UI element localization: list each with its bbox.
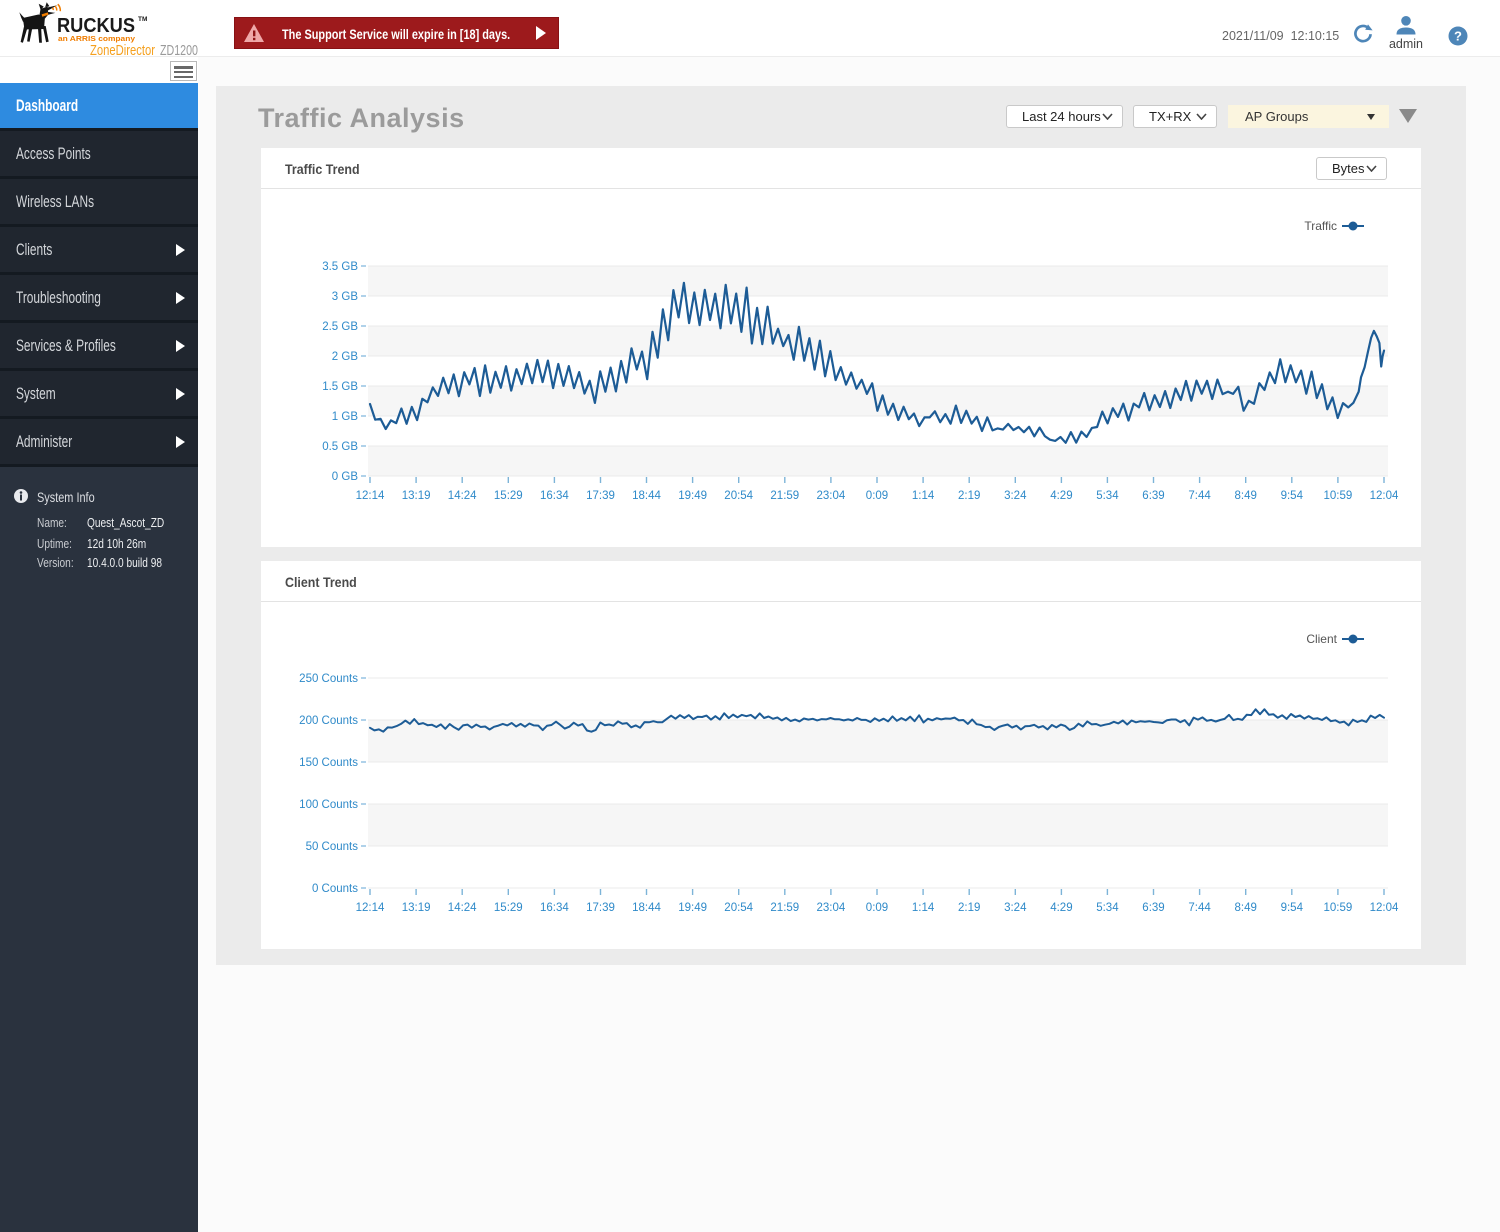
- svg-text:8:49: 8:49: [1235, 902, 1257, 914]
- svg-text:20:54: 20:54: [724, 902, 753, 914]
- svg-text:16:34: 16:34: [540, 902, 569, 914]
- svg-text:5:34: 5:34: [1096, 490, 1119, 502]
- svg-text:4:29: 4:29: [1050, 490, 1072, 502]
- svg-text:23:04: 23:04: [817, 490, 846, 502]
- svg-text:150 Counts: 150 Counts: [299, 757, 358, 769]
- svg-text:12:04: 12:04: [1370, 902, 1399, 914]
- svg-text:23:04: 23:04: [817, 902, 846, 914]
- svg-text:17:39: 17:39: [586, 902, 615, 914]
- svg-text:3:24: 3:24: [1004, 902, 1027, 914]
- svg-text:250 Counts: 250 Counts: [299, 673, 358, 685]
- svg-text:RUCKUS: RUCKUS: [57, 15, 135, 37]
- svg-text:0:09: 0:09: [866, 902, 888, 914]
- svg-text:18:44: 18:44: [632, 902, 661, 914]
- svg-text:15:29: 15:29: [494, 902, 523, 914]
- svg-text:0:09: 0:09: [866, 490, 888, 502]
- svg-text:3 GB: 3 GB: [332, 291, 359, 303]
- svg-text:13:19: 13:19: [402, 902, 431, 914]
- svg-text:4:29: 4:29: [1050, 902, 1072, 914]
- svg-text:ZD1200: ZD1200: [160, 42, 198, 57]
- svg-text:12:14: 12:14: [356, 902, 385, 914]
- svg-text:12:14: 12:14: [356, 490, 385, 502]
- svg-text:18:44: 18:44: [632, 490, 661, 502]
- svg-text:9:54: 9:54: [1281, 902, 1304, 914]
- svg-text:16:34: 16:34: [540, 490, 569, 502]
- svg-text:200 Counts: 200 Counts: [299, 715, 358, 727]
- svg-text:21:59: 21:59: [770, 902, 799, 914]
- svg-text:50 Counts: 50 Counts: [306, 841, 359, 853]
- svg-text:2:19: 2:19: [958, 490, 980, 502]
- svg-text:3:24: 3:24: [1004, 490, 1027, 502]
- svg-text:0 GB: 0 GB: [332, 471, 359, 483]
- svg-text:0.5 GB: 0.5 GB: [322, 441, 358, 453]
- svg-text:12:04: 12:04: [1370, 490, 1399, 502]
- svg-text:7:44: 7:44: [1188, 490, 1211, 502]
- svg-text:10:59: 10:59: [1324, 902, 1353, 914]
- svg-text:?: ?: [1454, 29, 1462, 44]
- svg-text:1:14: 1:14: [912, 902, 935, 914]
- svg-text:7:44: 7:44: [1188, 902, 1211, 914]
- svg-text:2 GB: 2 GB: [332, 351, 359, 363]
- svg-text:20:54: 20:54: [724, 490, 753, 502]
- svg-text:3.5 GB: 3.5 GB: [322, 261, 358, 273]
- svg-text:1 GB: 1 GB: [332, 411, 359, 423]
- svg-text:ZoneDirector: ZoneDirector: [90, 42, 155, 57]
- svg-text:2:19: 2:19: [958, 902, 980, 914]
- svg-text:8:49: 8:49: [1235, 490, 1257, 502]
- svg-text:100 Counts: 100 Counts: [299, 799, 358, 811]
- svg-text:an ARRIS company: an ARRIS company: [58, 34, 136, 43]
- svg-text:14:24: 14:24: [448, 902, 477, 914]
- svg-text:0 Counts: 0 Counts: [312, 883, 358, 895]
- svg-text:1.5 GB: 1.5 GB: [322, 381, 358, 393]
- svg-text:TM: TM: [138, 16, 147, 23]
- svg-text:6:39: 6:39: [1142, 490, 1164, 502]
- svg-text:14:24: 14:24: [448, 490, 477, 502]
- svg-text:Traffic: Traffic: [1304, 219, 1337, 233]
- svg-text:17:39: 17:39: [586, 490, 615, 502]
- svg-text:13:19: 13:19: [402, 490, 431, 502]
- svg-text:21:59: 21:59: [770, 490, 799, 502]
- svg-text:2.5 GB: 2.5 GB: [322, 321, 358, 333]
- svg-text:5:34: 5:34: [1096, 902, 1119, 914]
- svg-text:19:49: 19:49: [678, 490, 707, 502]
- svg-text:10:59: 10:59: [1324, 490, 1353, 502]
- svg-text:15:29: 15:29: [494, 490, 523, 502]
- svg-text:6:39: 6:39: [1142, 902, 1164, 914]
- svg-text:19:49: 19:49: [678, 902, 707, 914]
- svg-text:Client: Client: [1306, 632, 1337, 646]
- svg-text:1:14: 1:14: [912, 490, 935, 502]
- svg-text:9:54: 9:54: [1281, 490, 1304, 502]
